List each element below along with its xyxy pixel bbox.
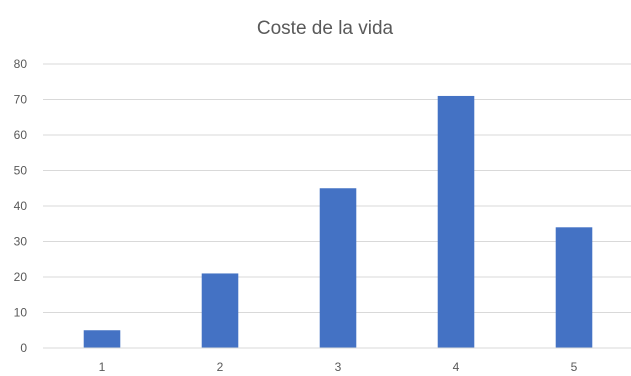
bar-3 [319,188,357,348]
chart-title: Coste de la vida [257,18,394,39]
x-axis-tick-labels: 1 2 3 4 5 [99,360,578,374]
bars [83,95,593,348]
y-tick-label: 0 [20,341,27,355]
bar-4 [437,95,475,348]
y-tick-label: 60 [14,128,28,142]
bar-2 [201,273,239,348]
y-tick-label: 50 [14,164,28,178]
y-tick-label: 30 [14,235,28,249]
x-tick-label: 5 [571,360,578,374]
y-tick-label: 70 [14,93,28,107]
y-tick-label: 20 [14,270,28,284]
y-tick-label: 40 [14,199,28,213]
x-tick-label: 3 [335,360,342,374]
y-axis-tick-labels: 0 10 20 30 40 50 60 70 80 [14,57,28,355]
x-tick-label: 2 [217,360,224,374]
bar-5 [555,227,593,348]
bar-1 [83,330,121,348]
x-tick-label: 4 [453,360,460,374]
y-tick-label: 10 [14,306,28,320]
x-tick-label: 1 [99,360,106,374]
y-tick-label: 80 [14,57,28,71]
